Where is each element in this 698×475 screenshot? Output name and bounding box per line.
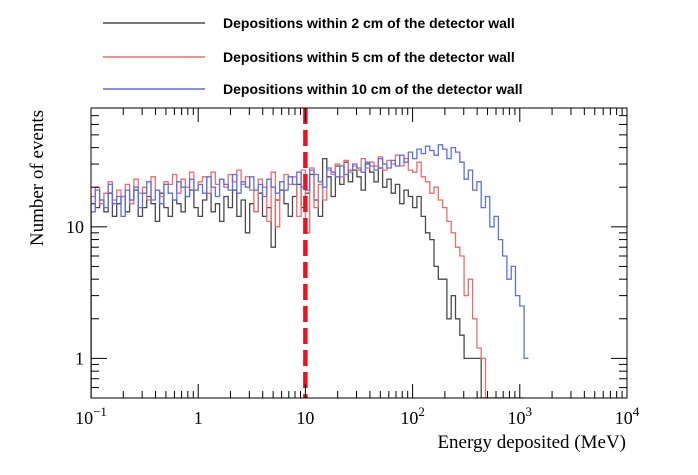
x-tick-label: 10−1 <box>75 404 107 428</box>
x-axis-title: Energy deposited (MeV) <box>437 432 626 453</box>
plot-frame <box>90 107 628 399</box>
legend-label-5cm: Depositions within 5 cm of the detector … <box>223 49 515 65</box>
x-tick-label: 103 <box>508 404 533 428</box>
series-group <box>91 144 529 398</box>
legend-label-10cm: Depositions within 10 cm of the detector… <box>223 81 523 97</box>
x-tick-label: 10 <box>296 408 314 428</box>
x-tick-label: 104 <box>615 404 640 428</box>
axes-group: 10−1 1 10 102 103 104 1 10 <box>66 107 640 428</box>
x-tick-label: 1 <box>194 408 203 428</box>
series-line-10cm <box>91 144 529 398</box>
y-tick-label: 1 <box>75 348 84 368</box>
y-tick-label: 10 <box>66 217 84 237</box>
series-line-2cm <box>91 157 525 398</box>
legend: Depositions within 2 cm of the detector … <box>103 15 523 97</box>
y-axis-title: Number of events <box>27 110 48 246</box>
legend-label-2cm: Depositions within 2 cm of the detector … <box>223 15 515 31</box>
x-tick-label: 102 <box>400 404 425 428</box>
